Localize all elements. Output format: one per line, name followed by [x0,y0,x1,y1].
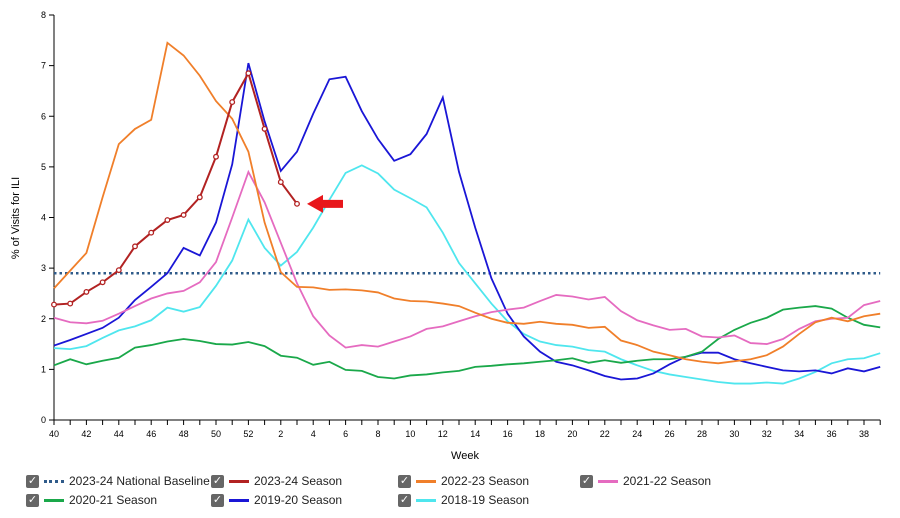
legend-label: 2019-20 Season [254,493,343,507]
checkbox-checked-icon[interactable]: ✓ [398,474,411,488]
data-point [294,200,300,207]
y-tick-label: 5 [41,162,46,172]
checkbox-checked-icon[interactable]: ✓ [211,493,224,507]
checkbox-checked-icon[interactable]: ✓ [580,474,593,488]
x-tick-label: 12 [438,429,448,439]
x-tick-label: 24 [632,429,642,439]
data-point [277,179,284,186]
data-point [99,279,106,286]
series-line-2019-20-season [53,62,881,381]
x-tick-label: 42 [81,429,91,439]
data-point [245,70,252,77]
data-point [261,125,268,132]
x-tick-label: 2 [278,429,283,439]
data-point [148,229,155,236]
legend-label: 2020-21 Season [69,493,158,507]
series-line-2023-24-season [53,70,298,306]
y-tick-label: 3 [41,263,46,273]
x-tick-label: 18 [535,429,545,439]
legend-item[interactable]: ✓ 2023-24 National Baseline [26,472,210,490]
x-tick-label: 20 [567,429,577,439]
x-tick-label: 28 [697,429,707,439]
y-tick-label: 4 [41,213,46,223]
x-tick-label: 46 [146,429,156,439]
data-point [229,99,236,106]
legend-swatch [229,479,249,483]
x-tick-label: 50 [211,429,221,439]
legend-label: 2023-24 National Baseline [69,474,210,488]
y-tick-label: 2 [41,314,46,324]
series-line-2021-22-season [53,169,881,349]
x-tick-label: 22 [600,429,610,439]
x-tick-label: 48 [179,429,189,439]
x-axis-label: Week [451,450,479,462]
legend-label: 2018-19 Season [441,493,530,507]
legend-label: 2023-24 Season [254,474,343,488]
legend-swatch [598,479,618,483]
checkbox-checked-icon[interactable]: ✓ [26,493,39,507]
y-axis-label: % of Visits for ILI [10,177,22,259]
legend-item[interactable]: ✓ 2019-20 Season [211,491,342,509]
data-point [196,194,203,201]
data-point [83,288,90,295]
red-arrow-icon [307,194,343,213]
legend-label: 2022-23 Season [441,474,530,488]
checkbox-checked-icon[interactable]: ✓ [398,493,411,507]
legend-item[interactable]: ✓ 2023-24 Season [211,472,342,490]
legend-swatch [416,498,436,502]
series-line-2022-23-season [53,41,881,365]
y-tick-label: 1 [41,364,46,374]
x-tick-label: 38 [859,429,869,439]
series-line-2020-21-season [53,305,881,380]
data-point [132,243,138,250]
x-tick-label: 26 [665,429,675,439]
x-tick-label: 40 [49,429,59,439]
legend-swatch [44,498,64,502]
x-tick-label: 8 [375,429,380,439]
y-tick-label: 6 [41,111,46,121]
legend-swatch [44,479,64,483]
data-point [164,217,171,223]
series-line-2018-19-season [53,164,881,385]
y-tick-label: 7 [41,61,46,71]
data-point [115,267,122,274]
legend-item[interactable]: ✓ 2020-21 Season [26,491,157,509]
legend-label: 2021-22 Season [623,474,712,488]
data-point [67,300,74,307]
x-tick-label: 36 [827,429,837,439]
legend-item[interactable]: ✓ 2022-23 Season [398,472,529,490]
x-tick-label: 52 [243,429,253,439]
data-point [213,153,219,160]
x-tick-label: 44 [114,429,124,439]
x-tick-label: 16 [503,429,513,439]
legend-swatch [229,498,249,502]
legend-item[interactable]: ✓ 2021-22 Season [580,472,711,490]
y-tick-label: 0 [41,415,46,425]
x-tick-label: 14 [470,429,480,439]
x-tick-label: 10 [405,429,415,439]
checkbox-checked-icon[interactable]: ✓ [211,474,224,488]
x-tick-label: 30 [729,429,739,439]
legend-item[interactable]: ✓ 2018-19 Season [398,491,529,509]
x-tick-label: 4 [311,429,316,439]
legend-swatch [416,479,436,483]
checkbox-checked-icon[interactable]: ✓ [26,474,39,488]
data-point [51,301,57,308]
data-point [180,212,187,218]
y-tick-label: 8 [41,10,46,20]
x-tick-label: 6 [343,429,348,439]
x-tick-label: 34 [794,429,804,439]
x-tick-label: 32 [762,429,772,439]
